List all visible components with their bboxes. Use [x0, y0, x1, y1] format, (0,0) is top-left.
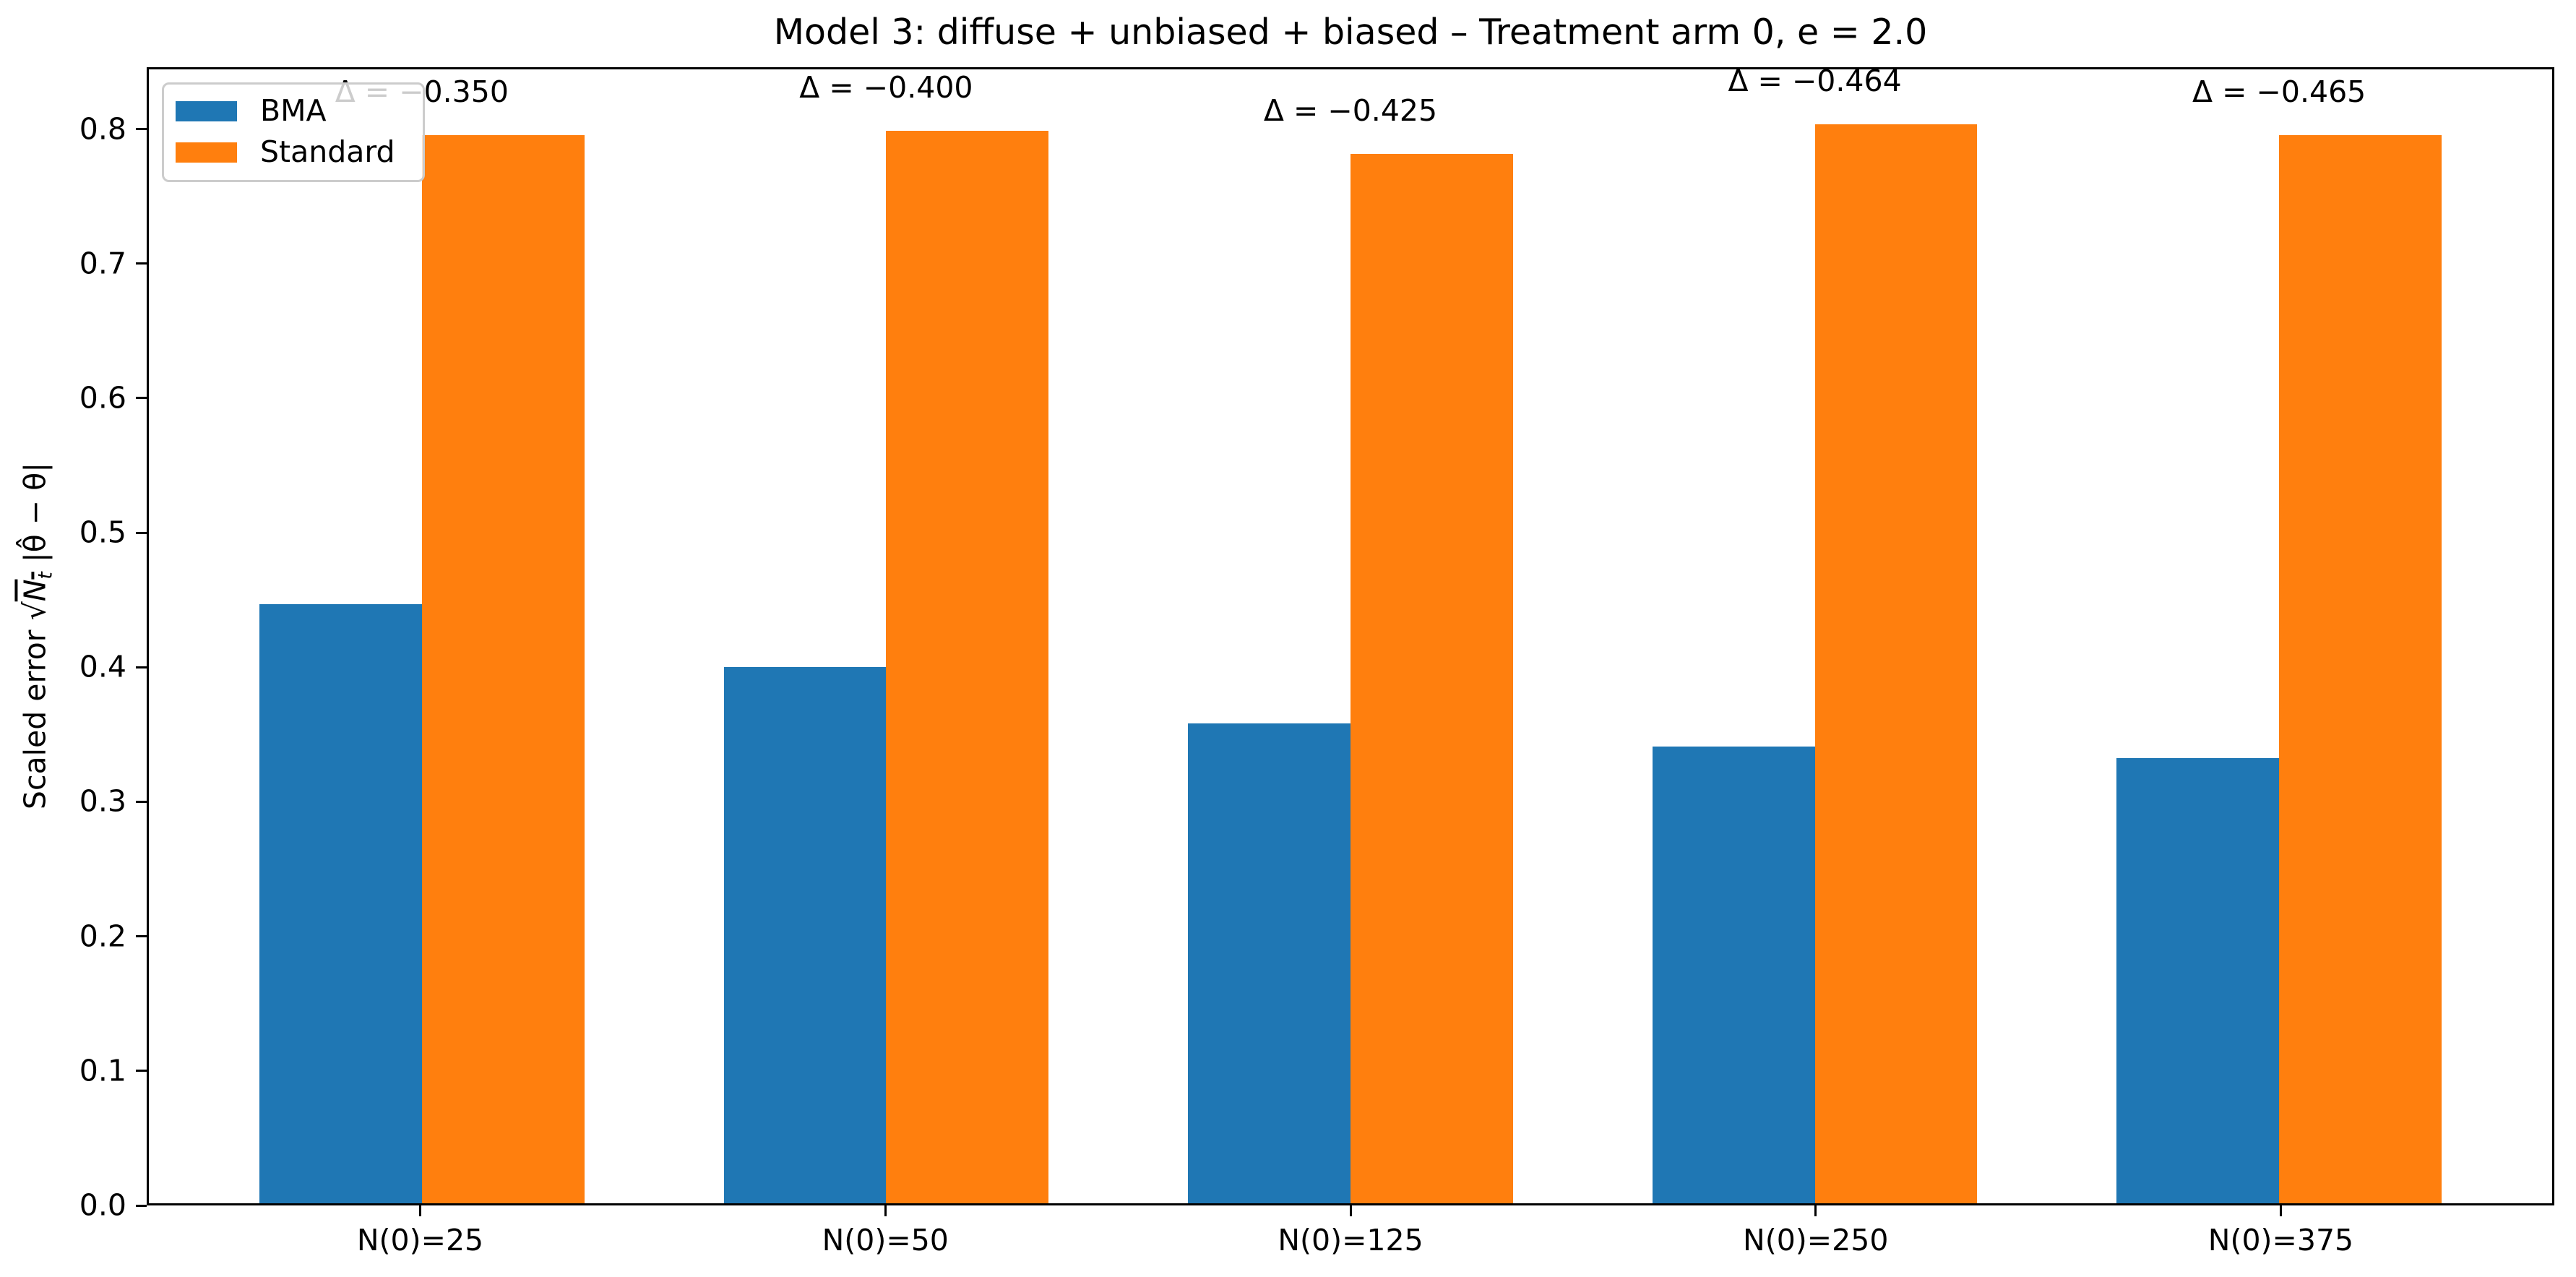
- x-tick-mark-4: [2279, 1205, 2282, 1216]
- bar-standard-4: [2279, 134, 2442, 1203]
- y-tick-mark-6: [136, 397, 147, 400]
- bar-bma-1: [723, 667, 887, 1203]
- bar-standard-2: [1351, 153, 1513, 1203]
- y-tick-label-1: 0.1: [79, 1053, 126, 1088]
- x-tick-label-1: N(0)=50: [822, 1223, 949, 1257]
- x-tick-label-2: N(0)=125: [1278, 1223, 1423, 1257]
- x-tick-mark-2: [1349, 1205, 1352, 1216]
- bar-standard-0: [421, 134, 585, 1203]
- legend-item-bma: BMA: [176, 96, 395, 126]
- bar-bma-4: [2116, 758, 2280, 1203]
- y-tick-mark-0: [136, 1204, 147, 1207]
- y-tick-mark-4: [136, 666, 147, 668]
- y-tick-label-2: 0.2: [79, 919, 126, 954]
- delta-annotation-4: Δ = −0.465: [2192, 74, 2366, 109]
- x-tick-mark-0: [419, 1205, 422, 1216]
- legend-label-bma: BMA: [260, 93, 327, 128]
- x-tick-label-0: N(0)=25: [356, 1223, 484, 1257]
- y-tick-label-4: 0.4: [79, 649, 126, 684]
- delta-annotation-1: Δ = −0.400: [799, 70, 973, 106]
- bar-standard-1: [886, 131, 1049, 1203]
- y-tick-label-0: 0.0: [79, 1187, 126, 1223]
- y-axis-label-rest: |θ̂ − θ|: [17, 462, 53, 572]
- y-axis-label-prefix: Scaled error: [17, 620, 53, 810]
- x-tick-mark-1: [884, 1205, 887, 1216]
- y-tick-label-3: 0.3: [79, 783, 126, 819]
- y-tick-label-8: 0.8: [79, 111, 126, 147]
- x-tick-mark-3: [1814, 1205, 1817, 1216]
- legend-swatch-standard: [176, 142, 237, 163]
- x-tick-label-4: N(0)=375: [2207, 1223, 2354, 1257]
- y-axis-label: Scaled error √Nt |θ̂ − θ|: [17, 463, 57, 809]
- y-tick-mark-7: [136, 262, 147, 265]
- sqrt-symbol: √: [17, 601, 53, 621]
- y-tick-label-5: 0.5: [79, 515, 126, 550]
- bar-standard-3: [1814, 124, 1978, 1203]
- x-tick-label-3: N(0)=250: [1743, 1223, 1889, 1257]
- y-tick-mark-3: [136, 800, 147, 803]
- legend: BMA Standard: [162, 82, 425, 182]
- legend-label-standard: Standard: [260, 134, 395, 169]
- y-tick-mark-1: [136, 1070, 147, 1072]
- bar-bma-2: [1188, 723, 1351, 1203]
- y-tick-mark-8: [136, 128, 147, 131]
- delta-annotation-3: Δ = −0.464: [1728, 63, 1902, 98]
- sqrt-radicand: Nt: [17, 572, 57, 602]
- y-tick-label-6: 0.6: [79, 380, 126, 416]
- chart-title: Model 3: diffuse + unbiased + biased – T…: [773, 12, 1928, 53]
- y-tick-mark-2: [136, 935, 147, 938]
- bar-bma-0: [259, 604, 422, 1203]
- legend-item-standard: Standard: [176, 137, 395, 167]
- legend-swatch-bma: [176, 100, 237, 121]
- delta-annotation-2: Δ = −0.425: [1263, 93, 1438, 128]
- bar-bma-3: [1652, 746, 1815, 1203]
- y-tick-mark-5: [136, 531, 147, 534]
- y-tick-label-7: 0.7: [79, 246, 126, 281]
